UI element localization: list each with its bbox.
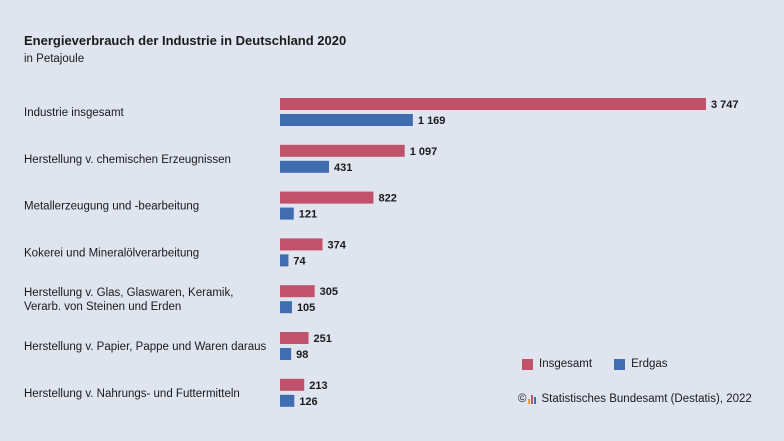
value-label-erdgas: 74 xyxy=(293,255,306,267)
legend-swatch-insgesamt xyxy=(522,358,533,370)
bar-insgesamt xyxy=(280,378,305,391)
source-credit: © Statistisches Bundesamt (Destatis), 20… xyxy=(518,393,752,405)
bar-erdgas xyxy=(280,114,413,126)
category-label: Herstellung v. chemischen Erzeugnissen xyxy=(24,154,231,166)
value-label-insgesamt: 305 xyxy=(320,286,338,298)
bar-erdgas xyxy=(280,301,292,314)
category-label-line: Verarb. von Steinen und Erden xyxy=(24,301,181,313)
legend: Insgesamt Erdgas xyxy=(522,358,690,370)
bar-insgesamt xyxy=(280,191,374,204)
category-label-line: Industrie insgesamt xyxy=(24,107,125,119)
value-label-insgesamt: 374 xyxy=(328,239,347,251)
bar-insgesamt xyxy=(280,144,405,157)
value-label-erdgas: 98 xyxy=(296,349,308,361)
chart-title: Energieverbrauch der Industrie in Deutsc… xyxy=(24,33,347,48)
category-label-line: Kokerei und Mineralölverarbeitung xyxy=(24,247,199,259)
value-label-erdgas: 126 xyxy=(299,396,317,408)
legend-label-insgesamt: Insgesamt xyxy=(539,358,593,370)
bar-insgesamt xyxy=(280,285,315,298)
value-label-insgesamt: 3 747 xyxy=(711,99,739,111)
legend-swatch-erdgas xyxy=(614,358,626,370)
category-label: Industrie insgesamt xyxy=(24,107,125,119)
copyright-symbol: © xyxy=(518,393,527,405)
category-label: Herstellung v. Nahrungs- und Futtermitte… xyxy=(24,388,240,400)
value-label-erdgas: 121 xyxy=(299,209,317,221)
value-label-insgesamt: 822 xyxy=(378,193,396,205)
value-label-erdgas: 1 169 xyxy=(418,115,446,127)
bar-insgesamt xyxy=(280,98,706,110)
category-label: Kokerei und Mineralölverarbeitung xyxy=(24,247,199,259)
legend-item-insgesamt: Insgesamt xyxy=(522,358,592,370)
bar-erdgas xyxy=(280,394,295,407)
legend-label-erdgas: Erdgas xyxy=(631,358,668,370)
bar-erdgas xyxy=(280,207,294,220)
category-label-line: Herstellung v. chemischen Erzeugnissen xyxy=(24,154,231,166)
source-text: Statistisches Bundesamt (Destatis), 2022 xyxy=(541,393,752,405)
value-label-insgesamt: 1 097 xyxy=(410,146,438,158)
value-label-erdgas: 431 xyxy=(334,162,352,174)
bar-erdgas xyxy=(280,254,289,267)
bar-insgesamt xyxy=(280,332,309,344)
category-label: Herstellung v. Glas, Glaswaren, Keramik,… xyxy=(24,287,233,313)
category-label-line: Metallerzeugung und -bearbeitung xyxy=(24,201,199,213)
category-label: Herstellung v. Papier, Pappe und Waren d… xyxy=(24,341,267,353)
category-label-line: Herstellung v. Nahrungs- und Futtermitte… xyxy=(24,388,240,400)
bar-insgesamt xyxy=(280,238,323,251)
value-label-erdgas: 105 xyxy=(297,302,315,314)
destatis-logo-icon xyxy=(528,394,538,404)
value-label-insgesamt: 251 xyxy=(314,333,332,345)
category-label: Metallerzeugung und -bearbeitung xyxy=(24,201,199,213)
chart-subtitle: in Petajoule xyxy=(24,53,85,65)
value-label-insgesamt: 213 xyxy=(309,380,327,392)
bar-erdgas xyxy=(280,348,292,360)
bar-erdgas xyxy=(280,160,330,173)
legend-item-erdgas: Erdgas xyxy=(614,358,668,370)
category-label-line: Herstellung v. Papier, Pappe und Waren d… xyxy=(24,341,267,353)
category-label-line: Herstellung v. Glas, Glaswaren, Keramik, xyxy=(24,287,233,299)
